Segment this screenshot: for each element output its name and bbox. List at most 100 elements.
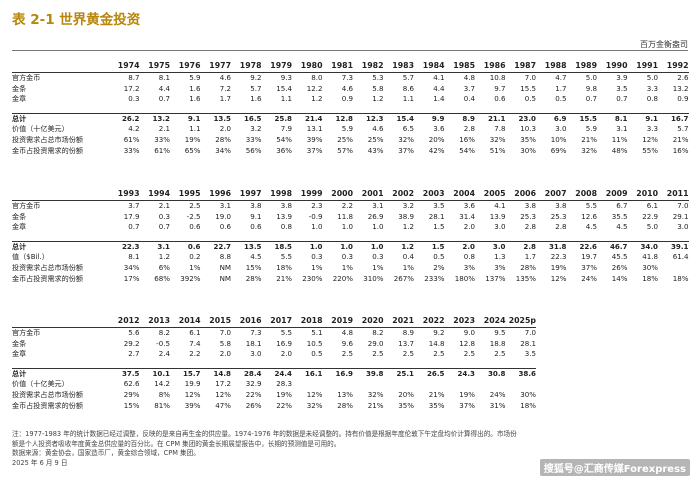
- table-cell: 5.5: [280, 328, 292, 337]
- table-cell: 0.5: [555, 94, 567, 104]
- table-row-coins: 官方金币 8.7 8.1 5.9 4.6 9.2 9.3 8.0 7.3 5.3 5.7 4.1 4.8…: [12, 73, 689, 84]
- table-cell: 24%: [581, 273, 597, 283]
- table-cell: 0.5: [524, 94, 536, 104]
- table-cell: 4.7: [555, 73, 567, 82]
- year-header: 2020: [353, 315, 384, 328]
- table-cell: 9.0: [463, 328, 475, 337]
- table-row-bars: 金条 17.9 0.3 -2.5 19.0 9.1 13.9 -0.9 11.8 26.9 38.9…: [12, 212, 689, 223]
- table-cell: 2.5: [402, 349, 414, 359]
- table-cell: 20%: [428, 134, 445, 144]
- table-cell: 7.4: [189, 338, 201, 348]
- table-cell: 61%: [154, 145, 170, 155]
- table-cell: 10.3: [520, 124, 536, 134]
- table-cell: 39.8: [353, 367, 384, 380]
- table-cell: 8.1: [597, 112, 628, 125]
- table-cell: 3.0: [677, 222, 689, 232]
- table-cell: 9.5: [494, 328, 506, 337]
- row-label: 金币占投资需求的份额: [12, 400, 83, 410]
- table-cell: 8.9: [402, 328, 414, 337]
- table-cell: 16%: [672, 145, 689, 155]
- table-cell: 11%: [611, 134, 628, 144]
- table-cell: 4.6: [341, 83, 353, 93]
- table-cell: 10%: [550, 134, 567, 144]
- year-header: 2019: [322, 315, 353, 328]
- table-cell: -0.9: [308, 211, 323, 221]
- table-cell: 0.3: [158, 211, 170, 221]
- table-cell: 1.6: [250, 94, 262, 104]
- table-cell: 5.0: [646, 73, 658, 82]
- table-cell: 1.0: [322, 240, 353, 253]
- table-row-total: 总计 37.5 10.1 15.7 14.8 28.4 24.4 16.1 16.9 39.8 25…: [12, 367, 536, 380]
- table-cell: 0.2: [189, 252, 201, 262]
- table-cell: 39%: [184, 400, 201, 410]
- table-cell: 5.9: [341, 124, 353, 134]
- table-row-value-bil: 值（$Bil.） 8.1 1.2 0.2 8.8 4.5 5.5 0.3 0.3 0.3 0.4 0.…: [12, 252, 689, 263]
- table-cell: 7.3: [341, 73, 353, 82]
- year-header: 1981: [322, 60, 353, 73]
- table-cell: 28.1: [428, 211, 445, 221]
- table-cell: 28%: [215, 134, 231, 144]
- row-label: 总计: [12, 367, 109, 380]
- table-cell: 0.8: [463, 252, 475, 262]
- table-cell: 180%: [454, 273, 475, 283]
- table-cell: 57%: [337, 145, 353, 155]
- table-cell: 5.9: [189, 73, 201, 82]
- table-cell: 47%: [215, 400, 231, 410]
- table-cell: 12%: [642, 134, 658, 144]
- table-cell: 35%: [520, 134, 536, 144]
- table-cell: 16.5: [231, 112, 262, 125]
- table-cell: 25%: [367, 134, 384, 144]
- table-cell: 13%: [337, 389, 353, 399]
- table-cell: 24.4: [261, 367, 292, 380]
- year-header: 2014: [170, 315, 201, 328]
- table-cell: 3.3: [646, 124, 658, 134]
- table-cell: 12.3: [353, 112, 384, 125]
- spacer-cell: [12, 360, 536, 369]
- table-cell: 37%: [306, 145, 323, 155]
- table-cell: 4.8: [463, 73, 475, 82]
- table-cell: 68%: [154, 273, 170, 283]
- table-cell: 1.6: [189, 94, 201, 104]
- year-header: 1999: [292, 188, 323, 201]
- table-row-bars: 金条 29.2 -0.5 7.4 5.8 18.1 16.9 10.5 9.6 29.0 13.7 1…: [12, 339, 536, 350]
- table-cell: 28.1: [520, 338, 536, 348]
- table-cell: 12.8: [459, 338, 475, 348]
- table-cell: 0.4: [402, 252, 414, 262]
- table-cell: 12%: [184, 389, 201, 399]
- table-cell: [475, 379, 506, 390]
- table-cell: 7.2: [219, 83, 231, 93]
- table-cell: 2.3: [311, 201, 323, 210]
- table-cell: 18%: [520, 400, 536, 410]
- table-cell: 7.8: [494, 124, 506, 134]
- table-cell: 0.3: [128, 94, 140, 104]
- table-cell: 22.3: [550, 252, 567, 262]
- watermark: 搜狐号@汇商传媒Forexpress: [539, 459, 690, 476]
- table-cell: [506, 379, 537, 390]
- table-cell: 6.5: [402, 124, 414, 134]
- year-header-row: 1993 1994 1995 1996 1997 1998 1999 2000 2001 2002…: [12, 188, 689, 201]
- table-cell: 12%: [550, 273, 567, 283]
- table-cell: 5.7: [402, 73, 414, 82]
- table-cell: 2.5: [341, 349, 353, 359]
- row-label: 金币占投资需求的份额: [12, 273, 83, 283]
- table-cell: 21%: [367, 400, 384, 410]
- table-cell: 0.9: [677, 94, 689, 104]
- table-cell: 2.8: [555, 222, 567, 232]
- table-cell: 7.0: [219, 328, 231, 337]
- table-row-invest-share: 投资需求占总市场份额 34% 6% 1% NM 15% 18% 1% 1% 1% 1% 2% 3% 3% 2…: [12, 263, 689, 274]
- table-cell: 0.7: [585, 94, 597, 104]
- row-label: 投资需求占总市场份额: [12, 262, 83, 272]
- table-cell: 8.7: [128, 73, 140, 82]
- table-cell: 0.6: [494, 94, 506, 104]
- table-cell: 1.1: [280, 94, 292, 104]
- table-cell: 12%: [215, 389, 231, 399]
- table-cell: 233%: [424, 273, 445, 283]
- spacer-row: [12, 360, 536, 369]
- table-cell: 1%: [311, 262, 323, 272]
- year-header: 1974: [109, 60, 140, 73]
- table-cell: 0.7: [158, 94, 170, 104]
- table-cell: 26.2: [109, 112, 140, 125]
- table-cell: 37.5: [109, 367, 140, 380]
- table-cell: 5.7: [250, 83, 262, 93]
- table-cell: 2.1: [158, 124, 170, 134]
